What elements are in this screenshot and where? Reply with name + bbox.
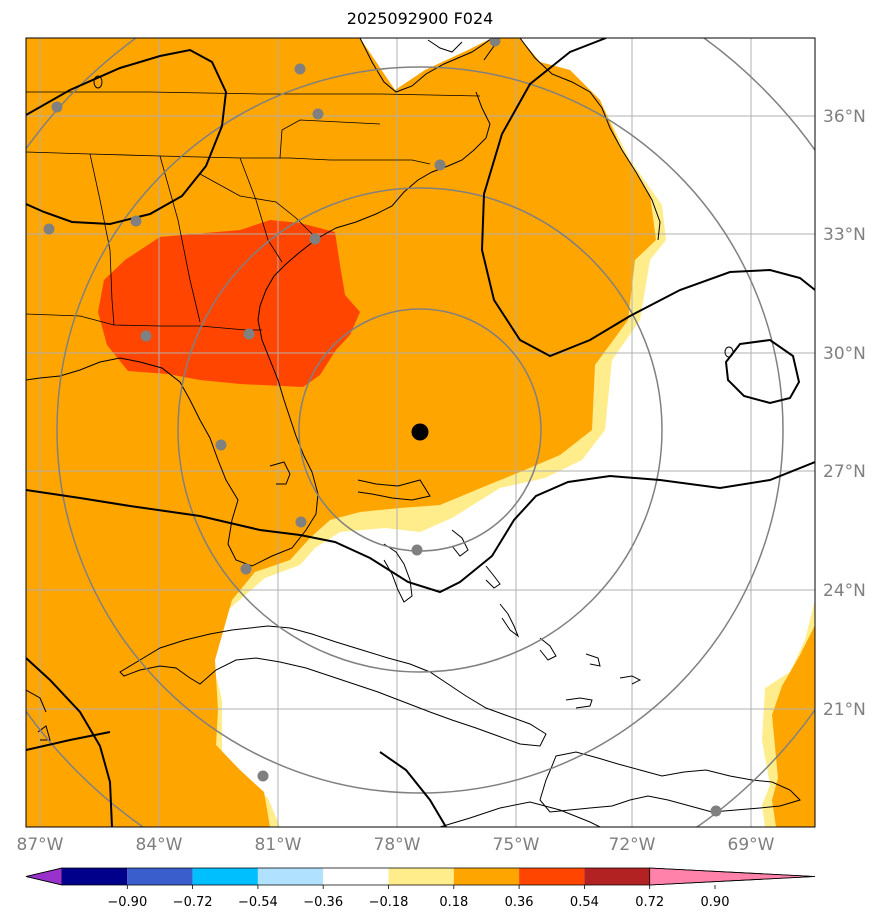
lon-label: 81°W: [255, 835, 302, 855]
map-frame: [25, 37, 816, 828]
colorbar-extend-min: [25, 867, 63, 886]
station-marker: [257, 770, 269, 782]
colorbar-tick-label: −0.54: [238, 895, 278, 910]
station-marker: [309, 233, 321, 245]
colorbar-segment: [388, 868, 454, 885]
colorbar-tick-label: 0.90: [701, 895, 730, 910]
lat-gridlines: [26, 115, 815, 710]
colorbar-segment: [323, 868, 389, 885]
lon-gridlines: [39, 38, 752, 827]
orange-region-east: [772, 625, 815, 827]
station-marker: [411, 544, 423, 556]
colorbar-tick-label: −0.90: [107, 895, 147, 910]
station-marker: [140, 330, 152, 342]
station-marker: [295, 516, 307, 528]
colorbar-tick-label: 0.36: [505, 895, 534, 910]
station-marker: [434, 159, 446, 171]
lon-axis-labels: 87°W 84°W 81°W 78°W 75°W 72°W 69°W: [17, 835, 775, 855]
lon-label: 84°W: [136, 835, 183, 855]
station-marker: [489, 38, 501, 47]
lon-label: 75°W: [493, 835, 540, 855]
colorbar-tick-label: 0.18: [439, 895, 468, 910]
colorbar-segment: [519, 868, 585, 885]
station-marker: [51, 101, 63, 113]
station-marker: [312, 108, 324, 120]
colorbar-segment: [584, 868, 650, 885]
station-marker: [294, 63, 306, 75]
red-region: [98, 220, 360, 387]
station-marker: [43, 223, 55, 235]
colorbar-tick-label: 0.54: [570, 895, 599, 910]
station-marker: [130, 215, 142, 227]
lat-label: 24°N: [823, 581, 866, 601]
colorbar-segment: [257, 868, 324, 885]
lon-label: 72°W: [609, 835, 656, 855]
colorbar-segment: [62, 868, 128, 885]
colorbar: −0.90 −0.72 −0.54 −0.36 −0.18 0.18 0.36 0.54 0.7…: [25, 867, 816, 910]
lat-label: 21°N: [823, 700, 866, 720]
lon-label: 87°W: [17, 835, 64, 855]
lat-label: 33°N: [823, 225, 866, 245]
lat-label: 27°N: [823, 462, 866, 482]
station-marker: [215, 439, 227, 451]
lat-axis-labels: 36°N 33°N 30°N 27°N 24°N 21°N: [823, 107, 866, 720]
colorbar-tick-label: −0.36: [303, 895, 343, 910]
map-title: 2025092900 F024: [346, 9, 494, 28]
lon-label: 69°W: [728, 835, 775, 855]
contour-lines: [26, 38, 815, 827]
colorbar-outline: [25, 867, 816, 886]
lon-label: 78°W: [374, 835, 421, 855]
colorbar-extend-max: [649, 867, 816, 886]
center-point-marker: [411, 423, 429, 441]
lat-label: 36°N: [823, 107, 866, 127]
colorbar-tick-label: −0.18: [369, 895, 409, 910]
state-borders: [26, 91, 481, 331]
colorbar-segment: [192, 868, 258, 885]
colorbar-tick-label: −0.72: [173, 895, 213, 910]
lat-label: 30°N: [823, 344, 866, 364]
colorbar-segment: [127, 868, 193, 885]
station-marker: [243, 328, 255, 340]
colorbar-tick-label: 0.72: [635, 895, 664, 910]
station-marker: [710, 805, 722, 817]
station-marker: [240, 563, 252, 575]
station-markers: [43, 38, 722, 817]
colorbar-segment: [453, 868, 520, 885]
